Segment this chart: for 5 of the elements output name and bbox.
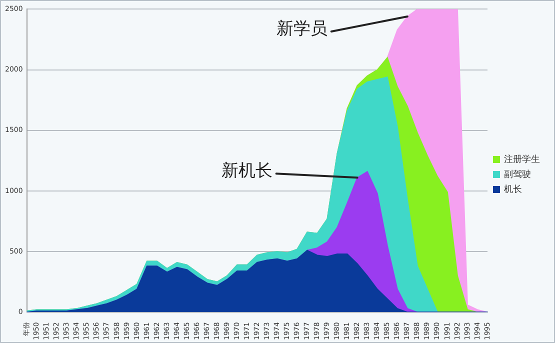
legend-label: 注册学生 [504, 154, 540, 165]
legend-label: 机长 [504, 184, 522, 195]
legend-label: 副驾驶 [504, 168, 531, 180]
annotation: 新机长 [221, 161, 272, 182]
annotation: 新学员 [276, 18, 328, 39]
